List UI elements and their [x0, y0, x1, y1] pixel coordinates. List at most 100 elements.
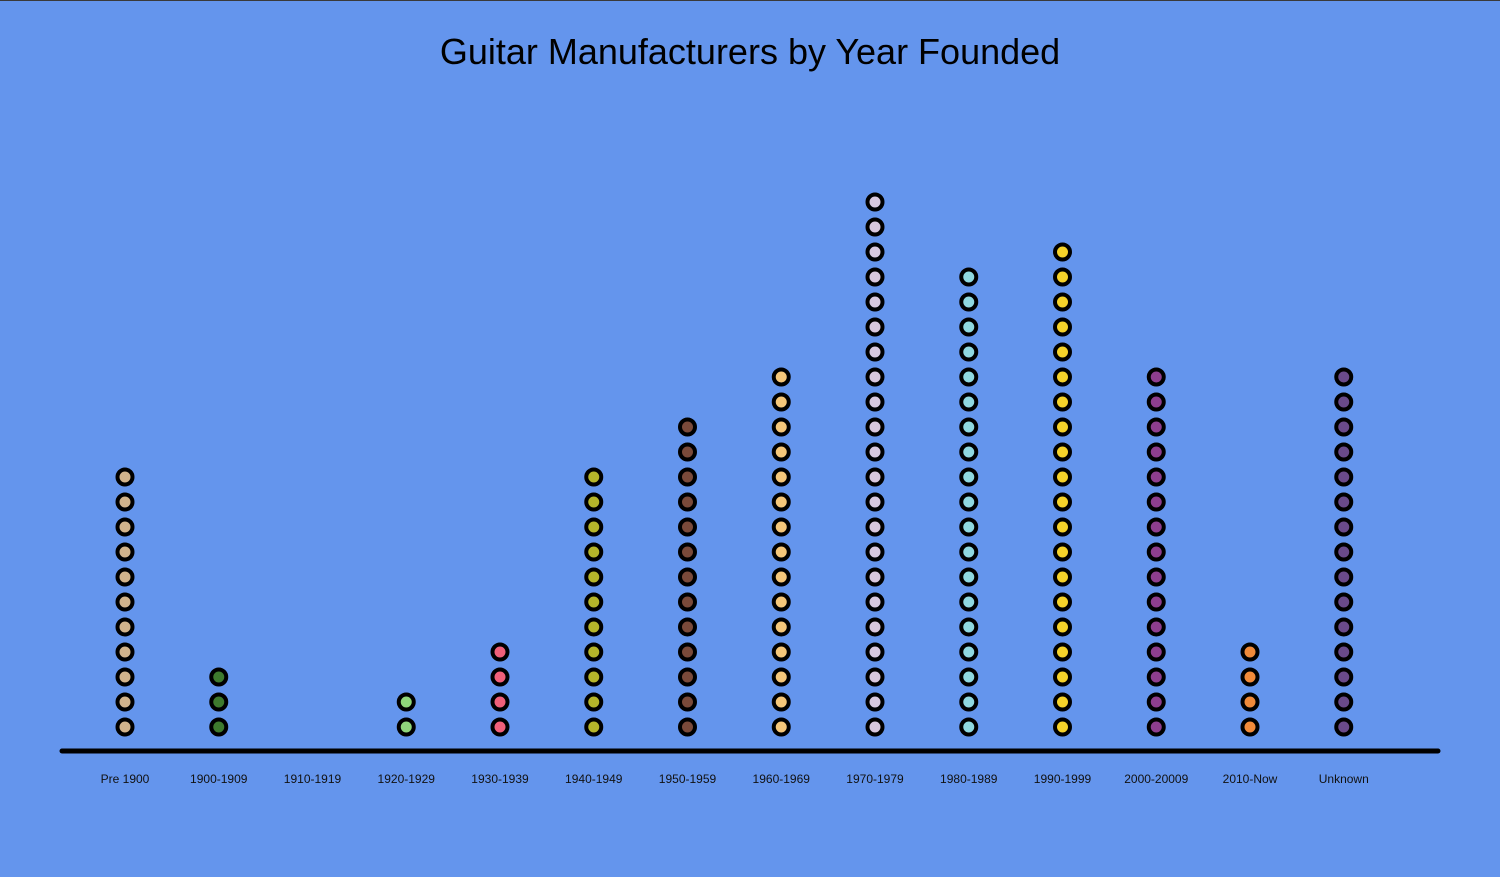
dot-1990-1999-3	[1053, 667, 1072, 687]
dot-unknown-13	[1334, 417, 1354, 437]
dot-pre-1900-4	[115, 642, 135, 662]
dot-1960-1969-15	[771, 367, 791, 387]
dot-1940-1949-7	[584, 567, 604, 587]
dot-1960-1969-5	[771, 617, 791, 637]
dot-1980-1989-8	[959, 542, 979, 562]
dot-1980-1989-7	[959, 567, 979, 587]
dot-1950-1959-12	[678, 442, 697, 462]
x-tick-label: 1910-1919	[284, 772, 342, 786]
dot-1930-1939-4	[490, 642, 510, 662]
dot-1970-1979-1	[865, 717, 885, 737]
dot-1970-1979-21	[865, 217, 885, 237]
dot-1950-1959-6	[678, 592, 697, 612]
dot-1950-1959-5	[678, 617, 697, 637]
x-tick-label: 1930-1939	[471, 772, 529, 786]
dot-1940-1949-5	[584, 617, 604, 637]
dot-2000-20009-7	[1146, 567, 1166, 587]
dot-1980-1989-14	[959, 392, 979, 412]
dot-1990-1999-20	[1053, 242, 1072, 262]
dot-1950-1959-2	[678, 692, 697, 712]
dot-2000-20009-9	[1146, 517, 1166, 537]
dot-1990-1999-9	[1053, 517, 1072, 537]
dot-1980-1989-1	[959, 717, 979, 737]
dot-1960-1969-1	[771, 717, 791, 737]
dot-pre-1900-10	[115, 492, 135, 512]
dot-unknown-7	[1334, 567, 1354, 587]
dot-1990-1999-15	[1053, 367, 1072, 387]
dot-2000-20009-3	[1146, 667, 1166, 687]
dot-unknown-15	[1334, 367, 1354, 387]
dot-1970-1979-9	[865, 517, 885, 537]
dot-pre-1900-9	[115, 517, 135, 537]
dot-1970-1979-13	[865, 417, 885, 437]
dot-1990-1999-18	[1053, 292, 1072, 312]
dot-1900-1909-2	[209, 692, 229, 712]
dot-unknown-11	[1334, 467, 1354, 487]
dot-1970-1979-22	[865, 192, 885, 212]
dot-2000-20009-15	[1146, 367, 1166, 387]
x-tick-label: 1950-1959	[659, 772, 717, 786]
dot-1970-1979-2	[865, 692, 885, 712]
x-tick-label: 2010-Now	[1223, 772, 1278, 786]
dot-unknown-14	[1334, 392, 1354, 412]
dot-2000-20009-4	[1146, 642, 1166, 662]
dots-layer	[115, 192, 1354, 737]
dot-1950-1959-8	[678, 542, 697, 562]
dot-1940-1949-4	[584, 642, 604, 662]
dot-1960-1969-9	[771, 517, 791, 537]
dot-1970-1979-8	[865, 542, 885, 562]
dot-unknown-9	[1334, 517, 1354, 537]
dot-1970-1979-12	[865, 442, 885, 462]
dot-1970-1979-14	[865, 392, 885, 412]
dot-1980-1989-19	[959, 267, 979, 287]
dot-1980-1989-2	[959, 692, 979, 712]
x-tick-label: 1960-1969	[753, 772, 811, 786]
dot-1930-1939-2	[490, 692, 510, 712]
dot-unknown-5	[1334, 617, 1354, 637]
dot-pre-1900-6	[115, 592, 135, 612]
x-tick-label: 1970-1979	[846, 772, 904, 786]
dot-1930-1939-1	[490, 717, 510, 737]
dot-1990-1999-12	[1053, 442, 1072, 462]
dot-1960-1969-13	[771, 417, 791, 437]
dot-1980-1989-3	[959, 667, 979, 687]
dot-1940-1949-3	[584, 667, 604, 687]
dot-1950-1959-1	[678, 717, 697, 737]
dot-unknown-2	[1334, 692, 1354, 712]
dot-1980-1989-11	[959, 467, 979, 487]
dot-1930-1939-3	[490, 667, 510, 687]
dot-2000-20009-14	[1146, 392, 1166, 412]
dot-1970-1979-16	[865, 342, 885, 362]
dot-1980-1989-9	[959, 517, 979, 537]
dot-2000-20009-5	[1146, 617, 1166, 637]
dot-1990-1999-10	[1053, 492, 1072, 512]
dot-2010-now-2	[1240, 692, 1260, 712]
x-tick-labels: Pre 1900 1900-1909 1910-1919 1920-1929 1930-…	[101, 772, 1369, 786]
dot-1940-1949-6	[584, 592, 604, 612]
dot-1980-1989-16	[959, 342, 979, 362]
x-tick-label: 1990-1999	[1034, 772, 1092, 786]
dot-1960-1969-12	[771, 442, 791, 462]
dot-1980-1989-12	[959, 442, 979, 462]
dot-1940-1949-1	[584, 717, 604, 737]
x-tick-label: 2000-20009	[1124, 772, 1188, 786]
dot-1970-1979-18	[865, 292, 885, 312]
dot-1950-1959-4	[678, 642, 697, 662]
dot-1940-1949-2	[584, 692, 604, 712]
dot-1990-1999-8	[1053, 542, 1072, 562]
dot-1950-1959-9	[678, 517, 697, 537]
dot-unknown-10	[1334, 492, 1354, 512]
dot-1920-1929-1	[396, 717, 416, 737]
dot-1950-1959-10	[678, 492, 697, 512]
chart-title: Guitar Manufacturers by Year Founded	[439, 31, 1061, 72]
dot-1970-1979-5	[865, 617, 885, 637]
dot-unknown-6	[1334, 592, 1354, 612]
dot-2010-now-1	[1240, 717, 1260, 737]
dot-2000-20009-1	[1146, 717, 1166, 737]
dot-1990-1999-17	[1053, 317, 1072, 337]
dot-1980-1989-17	[959, 317, 979, 337]
dot-1920-1929-2	[396, 692, 416, 712]
dot-pre-1900-5	[115, 617, 135, 637]
dot-2000-20009-10	[1146, 492, 1166, 512]
dot-2000-20009-8	[1146, 542, 1166, 562]
